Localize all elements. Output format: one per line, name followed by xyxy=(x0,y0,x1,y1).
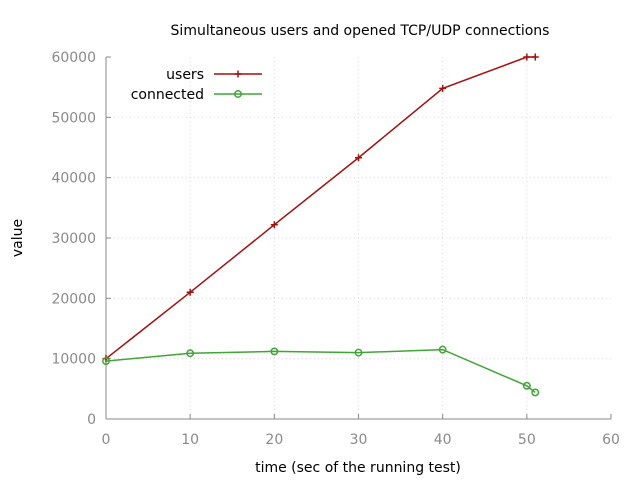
legend-label-connected: connected xyxy=(131,87,204,103)
y-tick-label: 50000 xyxy=(51,110,96,126)
users-point xyxy=(523,53,531,61)
legend-marker-connected xyxy=(234,90,242,98)
connected-point xyxy=(186,349,195,358)
connected-point xyxy=(522,381,531,390)
y-axis-label: value xyxy=(10,219,26,257)
x-tick-label: 20 xyxy=(265,432,283,448)
data-series xyxy=(102,53,540,397)
connected-point xyxy=(102,357,110,366)
y-tick-label: 20000 xyxy=(51,291,96,307)
connected-point xyxy=(531,388,540,397)
grid-lines xyxy=(106,57,611,419)
x-tick-label: 60 xyxy=(602,432,620,448)
y-tick-label: 60000 xyxy=(51,50,96,66)
users-point xyxy=(186,288,194,296)
users-point xyxy=(439,84,447,92)
legend-marker-users xyxy=(234,70,242,78)
y-tick-label: 40000 xyxy=(51,171,96,187)
connected-point xyxy=(354,348,363,357)
chart-title: Simultaneous users and opened TCP/UDP co… xyxy=(171,23,550,39)
x-tick-label: 10 xyxy=(181,432,199,448)
x-axis-label: time (sec of the running test) xyxy=(255,460,461,476)
y-tick-label: 0 xyxy=(87,412,96,428)
legend-label-users: users xyxy=(166,67,204,83)
connected-point xyxy=(270,347,279,356)
connected-point xyxy=(438,345,447,354)
y-tick-label: 30000 xyxy=(51,231,96,247)
users-point xyxy=(355,154,362,162)
x-tick-label: 40 xyxy=(434,432,452,448)
x-tick-label: 0 xyxy=(102,432,111,448)
users-point xyxy=(531,53,539,61)
series-connected xyxy=(102,345,540,397)
x-tick-label: 50 xyxy=(518,432,536,448)
tick-labels: 0 10 20 30 40 50 60 0 10000 20000 30000 40000 50000 6… xyxy=(51,50,619,448)
users-point xyxy=(270,221,278,229)
y-tick-label: 10000 xyxy=(51,352,96,368)
x-tick-label: 30 xyxy=(350,432,368,448)
connected-line xyxy=(105,348,536,394)
legend: users connected xyxy=(131,67,262,103)
